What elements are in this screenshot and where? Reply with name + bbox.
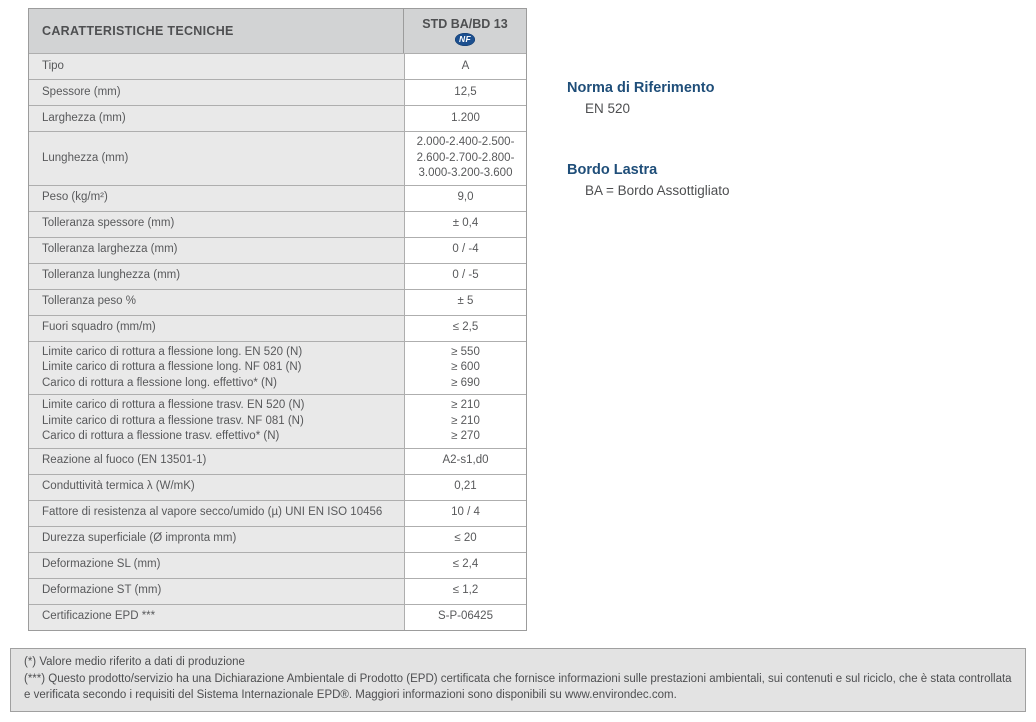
table-row-deformazione-sl: Deformazione SL (mm) ≤ 2,4: [29, 551, 526, 578]
technical-characteristics-table: CARATTERISTICHE TECNICHE STD BA/BD 13 NF…: [28, 8, 527, 631]
row-value: 12,5: [404, 80, 526, 105]
row-label: Conduttività termica λ (W/mK): [42, 480, 195, 493]
row-label: Fuori squadro (mm/m): [42, 321, 156, 334]
row-label: Certificazione EPD ***: [42, 610, 156, 623]
side-panel: Norma di Riferimento EN 520 Bordo Lastra…: [567, 80, 729, 198]
table-row-tolleranza-larghezza: Tolleranza larghezza (mm) 0 / -4: [29, 236, 526, 263]
bordo-lastra-value: BA = Bordo Assottigliato: [585, 183, 730, 198]
row-value: ≥ 210 ≥ 210 ≥ 270: [404, 395, 526, 448]
table-row-spessore: Spessore (mm) 12,5: [29, 79, 526, 105]
row-value: ≤ 2,5: [404, 315, 526, 341]
table-header-row: CARATTERISTICHE TECNICHE STD BA/BD 13 NF: [29, 9, 526, 53]
row-value: ± 0,4: [404, 211, 526, 237]
row-value: A2-s1,d0: [404, 448, 526, 474]
row-value: ≤ 1,2: [404, 578, 526, 604]
table-row-tipo: Tipo A: [29, 53, 526, 79]
row-value: 0 / -5: [404, 263, 526, 289]
row-value: 1.200: [404, 106, 526, 131]
row-label: Fattore di resistenza al vapore secco/um…: [42, 506, 383, 519]
row-label: Larghezza (mm): [42, 111, 126, 124]
row-value: 9,0: [404, 185, 526, 211]
table-row-fuori-squadro: Fuori squadro (mm/m) ≤ 2,5: [29, 314, 526, 341]
table-row-certificazione-epd: Certificazione EPD *** S-P-06425: [29, 603, 526, 630]
row-value: 0,21: [404, 474, 526, 500]
row-label: Tolleranza spessore (mm): [42, 217, 175, 230]
row-label: Tolleranza larghezza (mm): [42, 243, 178, 256]
table-header-product-column: STD BA/BD 13 NF: [403, 9, 526, 53]
row-value: A: [404, 54, 526, 79]
row-label: Tolleranza lunghezza (mm): [42, 269, 181, 282]
table-header-title: CARATTERISTICHE TECNICHE: [42, 24, 234, 38]
row-label: Lunghezza (mm): [42, 151, 129, 164]
row-label: Peso (kg/m²): [42, 191, 108, 204]
footnote-line-1: (*) Valore medio riferito a dati di prod…: [24, 656, 245, 668]
row-value: ≥ 550 ≥ 600 ≥ 690: [404, 341, 526, 394]
norma-di-riferimento-heading: Norma di Riferimento: [567, 80, 715, 96]
nf-logo-icon: NF: [455, 32, 475, 46]
row-label: Spessore (mm): [42, 85, 121, 98]
row-label: Deformazione SL (mm): [42, 558, 161, 571]
footnote-line-2: (***) Questo prodotto/servizio ha una Di…: [24, 672, 1012, 702]
table-row-tolleranza-peso: Tolleranza peso % ± 5: [29, 288, 526, 315]
table-row-peso: Peso (kg/m²) 9,0: [29, 184, 526, 211]
row-label: Tolleranza peso %: [42, 295, 136, 308]
row-value: ≤ 20: [404, 526, 526, 552]
product-column-label: STD BA/BD 13: [422, 16, 508, 31]
table-row-tolleranza-lunghezza: Tolleranza lunghezza (mm) 0 / -5: [29, 262, 526, 289]
bordo-lastra-block: Bordo Lastra BA = Bordo Assottigliato: [567, 162, 729, 198]
row-value: ≤ 2,4: [404, 552, 526, 578]
norma-di-riferimento-value: EN 520: [585, 101, 631, 116]
row-label: Limite carico di rottura a flessione lon…: [42, 345, 303, 389]
table-row-durezza: Durezza superficiale (Ø impronta mm) ≤ 2…: [29, 525, 526, 552]
bordo-lastra-heading: Bordo Lastra: [567, 162, 658, 178]
row-label: Limite carico di rottura a flessione tra…: [42, 399, 305, 442]
table-row-flessione-longitudinale: Limite carico di rottura a flessione lon…: [29, 340, 526, 394]
table-row-flessione-trasversale: Limite carico di rottura a flessione tra…: [29, 394, 526, 448]
table-row-fattore-vapore: Fattore di resistenza al vapore secco/um…: [29, 499, 526, 526]
row-value: ± 5: [404, 289, 526, 315]
table-row-tolleranza-spessore: Tolleranza spessore (mm) ± 0,4: [29, 210, 526, 237]
row-value: 0 / -4: [404, 237, 526, 263]
row-label: Durezza superficiale (Ø impronta mm): [42, 532, 237, 545]
table-row-reazione-fuoco: Reazione al fuoco (EN 13501-1) A2-s1,d0: [29, 447, 526, 474]
table-row-conduttivita: Conduttività termica λ (W/mK) 0,21: [29, 473, 526, 500]
table-row-larghezza: Larghezza (mm) 1.200: [29, 105, 526, 131]
row-label: Deformazione ST (mm): [42, 584, 162, 597]
table-row-deformazione-st: Deformazione ST (mm) ≤ 1,2: [29, 577, 526, 604]
row-value: 2.000-2.400-2.500- 2.600-2.700-2.800- 3.…: [404, 132, 526, 185]
row-label: Tipo: [42, 59, 64, 72]
table-row-lunghezza: Lunghezza (mm) 2.000-2.400-2.500- 2.600-…: [29, 131, 526, 185]
footnotes-box: (*) Valore medio riferito a dati di prod…: [10, 648, 1026, 712]
row-value: S-P-06425: [404, 604, 526, 630]
norma-di-riferimento-block: Norma di Riferimento EN 520: [567, 80, 729, 116]
row-value: 10 / 4: [404, 500, 526, 526]
row-label: Reazione al fuoco (EN 13501-1): [42, 454, 207, 467]
